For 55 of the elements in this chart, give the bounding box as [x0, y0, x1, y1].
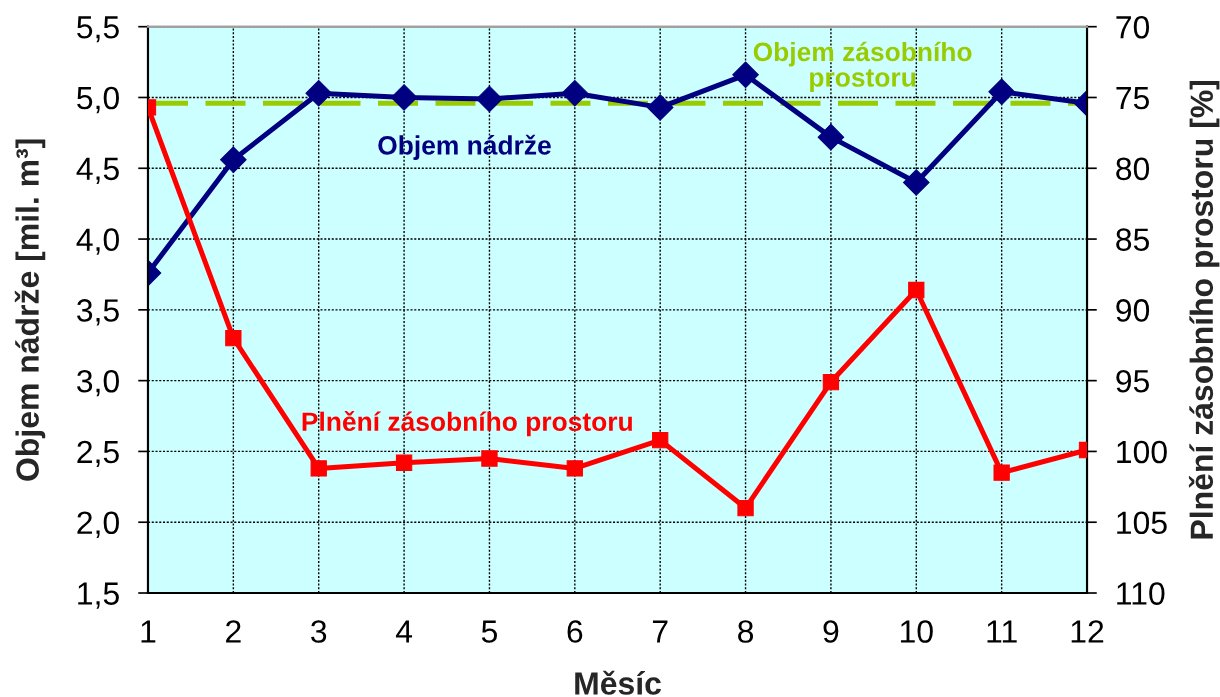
- point: [395, 454, 413, 471]
- y-tick-label: 4,0: [76, 228, 119, 255]
- y2-tick-label: 70: [1116, 15, 1150, 39]
- point: [305, 79, 333, 107]
- point: [225, 330, 242, 347]
- x-tick-label: 6: [567, 620, 583, 643]
- y-axis-title: Objem nádrže [mil. m³]: [14, 139, 46, 481]
- y-tick-label: 3,0: [77, 369, 119, 397]
- y-tick-label: 3,5: [77, 299, 119, 326]
- point: [822, 373, 840, 391]
- y2-tick-label: 90: [1116, 299, 1150, 322]
- x-axis-title: Měsíc: [575, 670, 661, 695]
- y2-axis-title: Plnění zásobního prostoru [%]: [1188, 80, 1220, 539]
- ref-line-label: Objem zásobního prostoru: [753, 41, 972, 93]
- y-tick-label: 5,0: [77, 86, 119, 114]
- point: [988, 78, 1015, 106]
- x-tick-label: 5: [481, 620, 497, 643]
- y2-tick-label: 100: [1117, 440, 1167, 464]
- x-tick-label: 8: [738, 620, 754, 643]
- y-tick-label: 4,5: [76, 157, 119, 184]
- x-tick-label: 1: [141, 620, 156, 643]
- point: [903, 169, 930, 196]
- point: [652, 431, 669, 449]
- y2-tick-label: 85: [1116, 228, 1149, 251]
- x-tick-label: 3: [311, 620, 327, 643]
- x-tick-label: 4: [395, 620, 413, 643]
- series-label: Plnění zásobního prostoru: [302, 411, 632, 437]
- y2-tick-label: 105: [1117, 511, 1167, 535]
- point: [566, 460, 583, 477]
- point: [908, 281, 925, 299]
- point: [561, 79, 589, 107]
- point: [737, 499, 754, 517]
- y-tick-label: 2,0: [77, 511, 119, 538]
- point: [390, 84, 418, 111]
- x-tick-label: 11: [987, 620, 1017, 643]
- y-tick-label: 5,5: [77, 16, 119, 43]
- x-tick-label: 9: [823, 620, 839, 643]
- series-label: Objem nádrže: [378, 134, 551, 160]
- point: [476, 85, 503, 113]
- y-tick-label: 1,5: [78, 582, 119, 609]
- point: [481, 450, 498, 467]
- y2-tick-label: 75: [1116, 87, 1149, 110]
- point: [646, 94, 674, 121]
- x-tick-label: 7: [652, 620, 668, 643]
- x-tick-label: 12: [1071, 620, 1104, 643]
- point: [220, 146, 247, 174]
- point: [993, 464, 1010, 481]
- y2-tick-label: 95: [1116, 369, 1149, 393]
- y2-tick-label: 80: [1116, 157, 1150, 181]
- point: [817, 123, 845, 151]
- x-tick-label: 10: [900, 620, 933, 643]
- point: [310, 460, 327, 477]
- x-tick-label: 2: [226, 620, 241, 643]
- y2-tick-label: 110: [1117, 582, 1165, 605]
- y-tick-label: 2,5: [77, 440, 119, 468]
